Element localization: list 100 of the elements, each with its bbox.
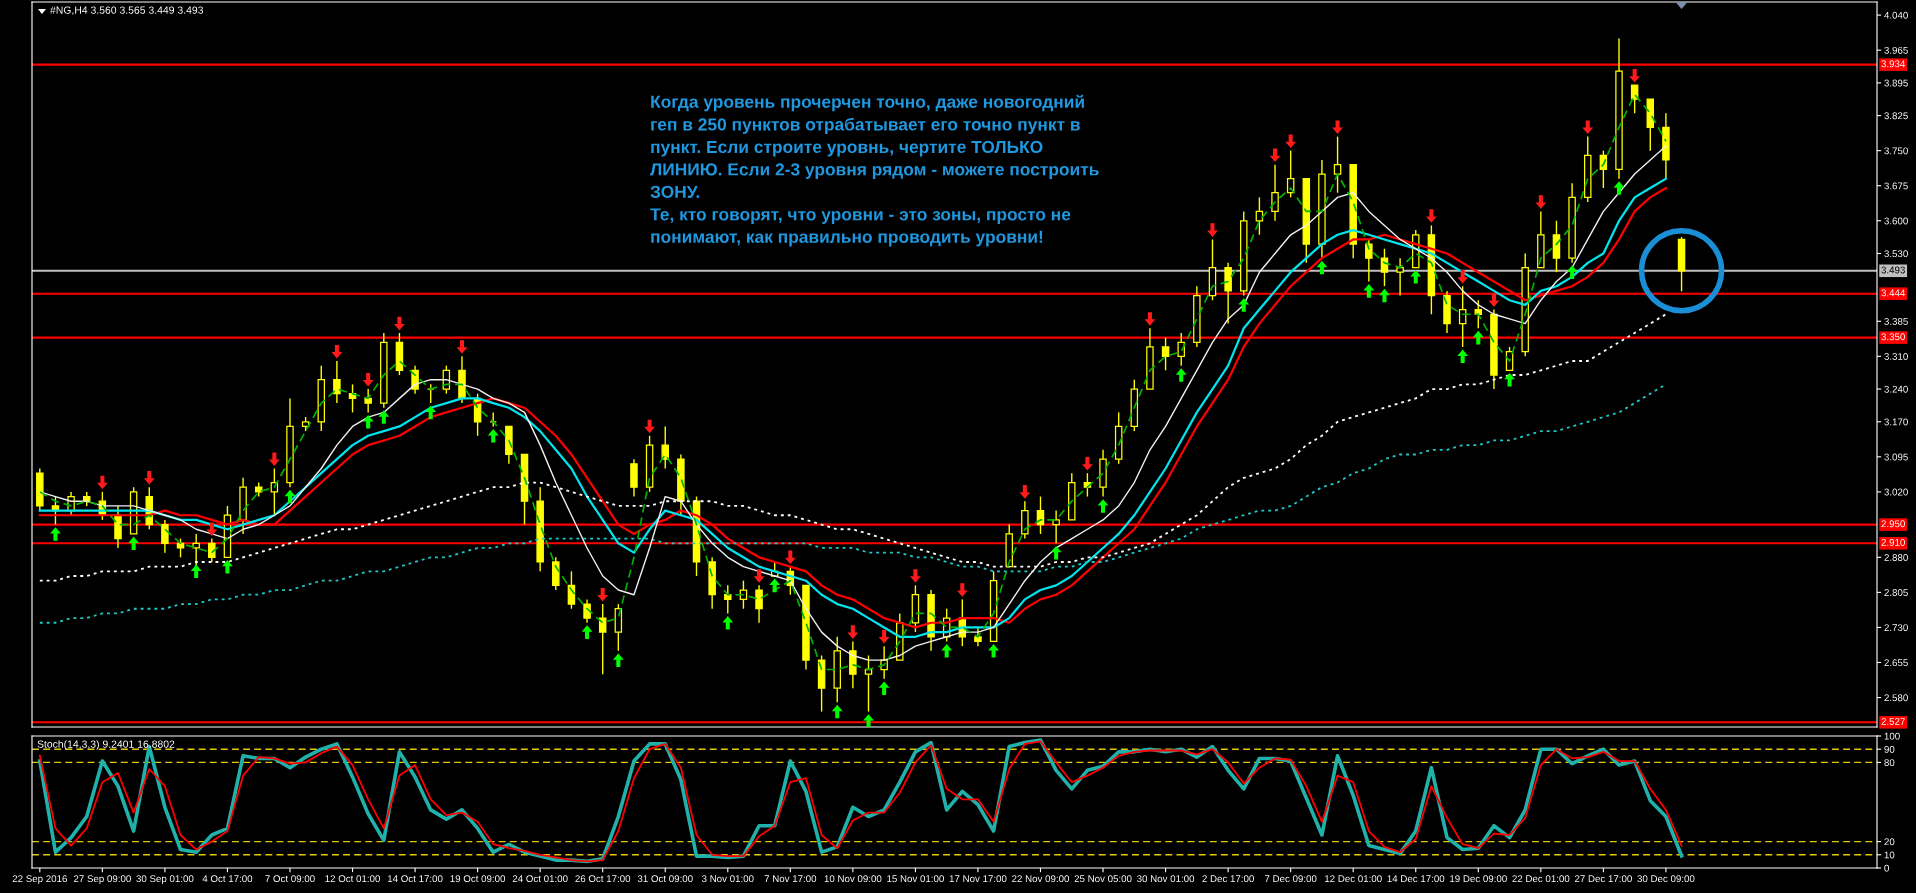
candlestick bbox=[1052, 509, 1060, 544]
y-tick-label: 3.965 bbox=[1884, 46, 1908, 54]
y-tick-label: 3.675 bbox=[1884, 182, 1908, 190]
y-tick-label: 3.095 bbox=[1884, 453, 1908, 461]
y-tick-label: 2.655 bbox=[1884, 659, 1908, 667]
point bbox=[910, 569, 921, 583]
point bbox=[1269, 148, 1281, 163]
point bbox=[831, 704, 843, 719]
candlestick bbox=[1333, 135, 1342, 194]
point bbox=[487, 429, 499, 443]
candlestick bbox=[364, 388, 372, 414]
point bbox=[1238, 298, 1250, 312]
point bbox=[753, 569, 765, 583]
y-tick-label: 3.895 bbox=[1884, 79, 1908, 87]
y-tick-label: 10 bbox=[1884, 851, 1895, 859]
y-tick-label: 3.825 bbox=[1884, 112, 1908, 120]
point bbox=[362, 372, 374, 387]
point bbox=[1472, 330, 1484, 345]
x-tick-label: 27 Sep 09:00 bbox=[73, 875, 131, 885]
point bbox=[190, 564, 202, 579]
candlestick bbox=[630, 458, 638, 498]
point bbox=[1457, 270, 1469, 284]
point bbox=[96, 475, 108, 490]
point bbox=[1582, 120, 1594, 135]
ref-line-label: 2.950 bbox=[1881, 520, 1905, 528]
x-tick-label: 27 Dec 17:00 bbox=[1574, 875, 1632, 883]
x-tick-label: 7 Oct 09:00 bbox=[265, 875, 315, 883]
point bbox=[1097, 499, 1109, 513]
y-tick-label: 3.600 bbox=[1884, 217, 1908, 225]
y-tick-label: 20 bbox=[1884, 838, 1895, 846]
candlestick bbox=[333, 360, 341, 404]
point bbox=[394, 316, 405, 331]
y-tick-label: 100 bbox=[1884, 732, 1900, 740]
candlestick bbox=[208, 537, 216, 563]
y-tick-label: 3.170 bbox=[1884, 418, 1908, 426]
point bbox=[1207, 223, 1218, 237]
candlestick bbox=[114, 505, 122, 549]
point bbox=[425, 405, 437, 420]
point bbox=[1050, 545, 1062, 560]
x-tick-label: 22 Nov 09:00 bbox=[1012, 875, 1070, 883]
point bbox=[988, 644, 999, 658]
candlestick bbox=[161, 519, 169, 554]
annotation: Когда уровень прочерчен точно, даже новогодний геп в 250 пунктов отрабатывает его точно пункт в пункт. Если строите уровнь, чертите ТОЛЬКО ЛИНИЮ. Если 2-3 уровня рядом - можете построить ЗОНУ. Те, кто говорят, что уровни - это зоны, просто не понимают, как правильно проводить уровни! bbox=[650, 94, 1099, 247]
x-tick-label: 10 Nov 09:00 bbox=[824, 875, 882, 883]
x-tick-label: 30 Dec 09:00 bbox=[1637, 875, 1695, 883]
point bbox=[878, 630, 890, 644]
x-tick-label: 22 Dec 01:00 bbox=[1512, 875, 1570, 883]
point bbox=[1629, 69, 1641, 83]
y-tick-label: 3.530 bbox=[1884, 250, 1908, 258]
x-tick-label: 17 Nov 17:00 bbox=[949, 875, 1007, 883]
point bbox=[50, 527, 61, 541]
point bbox=[378, 410, 390, 424]
y-tick-label: 3.750 bbox=[1884, 147, 1908, 155]
x-tick-label: 19 Dec 09:00 bbox=[1450, 875, 1507, 883]
y-tick-label: 3.020 bbox=[1884, 488, 1908, 496]
candlestick bbox=[974, 626, 982, 647]
point bbox=[331, 344, 343, 359]
point bbox=[722, 615, 734, 630]
x-tick-label: 30 Nov 01:00 bbox=[1137, 875, 1195, 883]
point bbox=[456, 340, 468, 354]
x-tick-label: 3 Nov 01:00 bbox=[701, 875, 754, 883]
x-tick-label: 7 Nov 17:00 bbox=[764, 875, 817, 883]
candlestick bbox=[1271, 163, 1279, 222]
point bbox=[1332, 120, 1343, 135]
candlestick bbox=[552, 556, 560, 591]
x-tick-label: 31 Oct 09:00 bbox=[637, 875, 693, 883]
ref-line-label: 3.934 bbox=[1881, 60, 1906, 68]
x-tick-label: 12 Dec 01:00 bbox=[1325, 875, 1382, 883]
candlestick bbox=[176, 537, 185, 559]
ref-line-label: 2.910 bbox=[1881, 539, 1905, 546]
y-tick-label: 3.240 bbox=[1884, 385, 1908, 393]
point bbox=[769, 578, 781, 593]
ref-line-label: 3.493 bbox=[1881, 266, 1905, 274]
point bbox=[222, 559, 233, 574]
y-tick-label: 3.310 bbox=[1884, 353, 1908, 360]
y-tick-label: 90 bbox=[1884, 745, 1895, 753]
x-tick-label: 4 Oct 17:00 bbox=[202, 875, 253, 883]
point bbox=[863, 714, 874, 727]
candlestick bbox=[1396, 257, 1404, 297]
point bbox=[1425, 209, 1437, 223]
point bbox=[941, 644, 953, 658]
candlestick bbox=[724, 584, 732, 615]
point bbox=[1410, 270, 1422, 284]
x-tick-label: 24 Oct 01:00 bbox=[512, 875, 568, 883]
point bbox=[268, 452, 280, 466]
point bbox=[1144, 312, 1156, 326]
point bbox=[1566, 265, 1578, 279]
line-series bbox=[38, 313, 1667, 582]
point bbox=[1613, 181, 1625, 195]
x-tick-label: 15 Nov 01:00 bbox=[887, 875, 944, 883]
chart-title: Stoch(14,3,3) 9.2401 16.8802 bbox=[37, 740, 175, 750]
point bbox=[597, 587, 609, 602]
x-tick-label: 19 Oct 09:00 bbox=[450, 875, 506, 883]
point bbox=[1379, 288, 1390, 303]
x-tick-label: 26 Oct 17:00 bbox=[575, 875, 631, 883]
point bbox=[1081, 457, 1093, 471]
candlestick bbox=[1161, 336, 1170, 372]
y-tick-label: 4.040 bbox=[1884, 11, 1908, 19]
point bbox=[1504, 372, 1515, 387]
point bbox=[1535, 195, 1547, 209]
